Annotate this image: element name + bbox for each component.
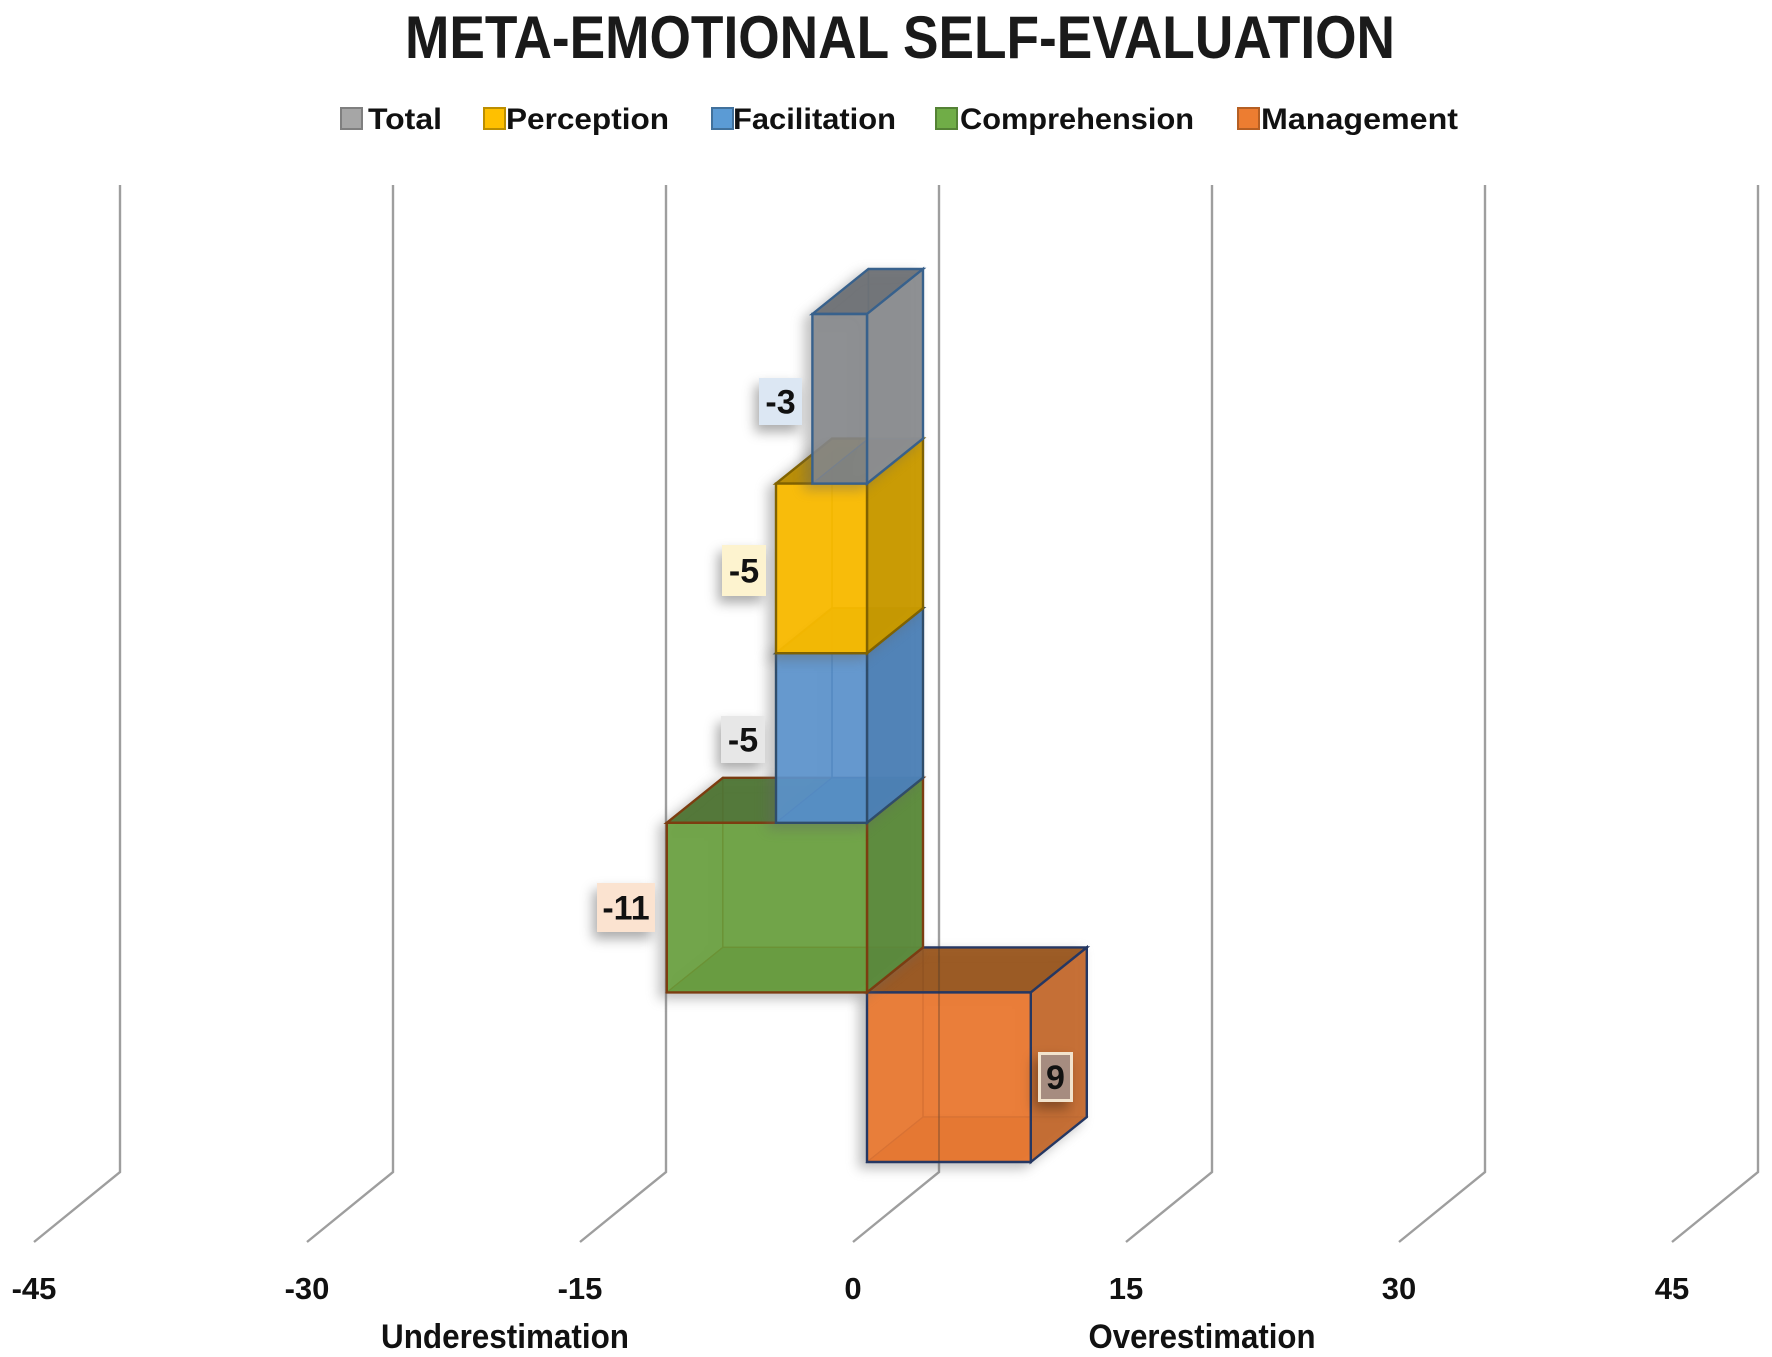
svg-text:Underestimation: Underestimation [381,1318,629,1356]
svg-text:Comprehension: Comprehension [960,103,1194,136]
svg-text:Facilitation: Facilitation [733,103,896,136]
svg-text:0: 0 [844,1271,861,1306]
svg-text:Perception: Perception [506,103,669,136]
svg-text:-3: -3 [765,384,795,422]
svg-text:9: 9 [1046,1059,1065,1097]
svg-text:15: 15 [1109,1271,1143,1306]
svg-text:-5: -5 [729,553,759,591]
svg-text:Overestimation: Overestimation [1089,1318,1316,1356]
svg-text:Total: Total [368,103,442,136]
svg-text:-45: -45 [12,1271,57,1306]
svg-text:META-EMOTIONAL SELF-EVALUATION: META-EMOTIONAL SELF-EVALUATION [405,4,1395,71]
svg-text:30: 30 [1382,1271,1416,1306]
svg-text:45: 45 [1655,1271,1689,1306]
svg-text:-11: -11 [602,890,649,928]
svg-text:-15: -15 [558,1271,603,1306]
svg-text:Management: Management [1261,103,1458,136]
svg-text:-30: -30 [285,1271,330,1306]
svg-text:-5: -5 [728,722,758,760]
